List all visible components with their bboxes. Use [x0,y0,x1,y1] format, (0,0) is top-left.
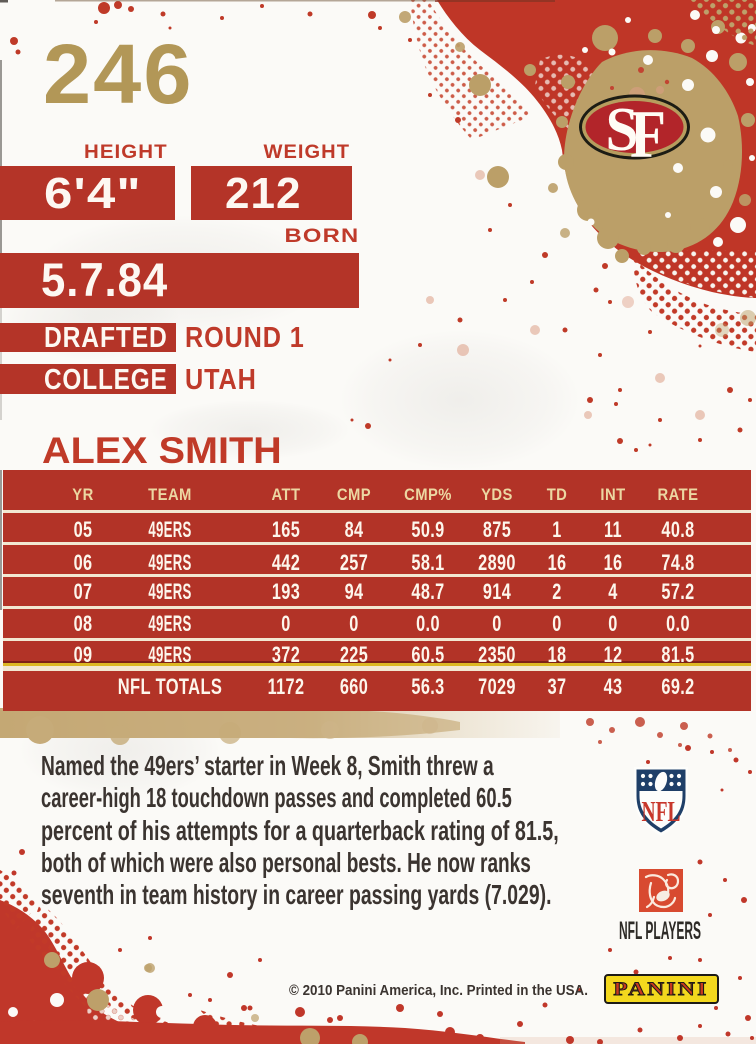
svg-text:S: S [606,96,639,164]
svg-text:NFL: NFL [642,797,681,828]
svg-text:F: F [630,96,666,172]
